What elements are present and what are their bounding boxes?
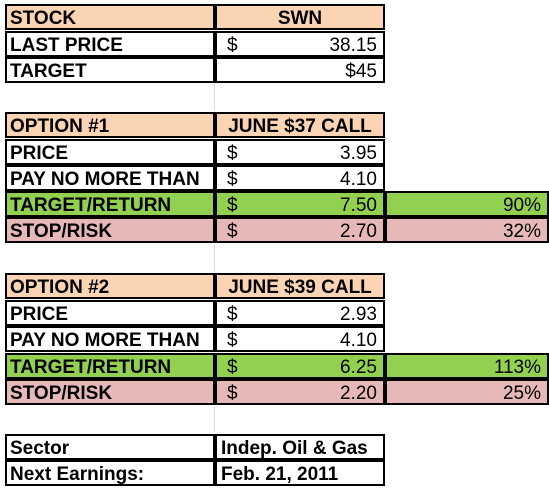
option1-stop-pct: 32%: [385, 217, 549, 243]
option2-stop-label: STOP/RISK: [5, 379, 215, 405]
option1-pay-label: PAY NO MORE THAN: [5, 165, 215, 191]
option2-price-cell: $ 2.93: [215, 300, 385, 326]
option2-target-label: TARGET/RETURN: [5, 353, 215, 379]
option2-header-value: JUNE $39 CALL: [215, 273, 385, 299]
option1-pay-cell: $ 4.10: [215, 165, 385, 191]
option1-price-cell: $ 3.95: [215, 139, 385, 165]
option2-target-pct: 113%: [385, 353, 549, 379]
option2-stop-pct: 25%: [385, 379, 549, 405]
sector-label: Sector: [5, 434, 215, 460]
option1-target-cell: $ 7.50: [215, 191, 385, 217]
option2-stop-value: 2.20: [340, 383, 377, 404]
option1-target-label: TARGET/RETURN: [5, 191, 215, 217]
target-label: TARGET: [5, 57, 215, 83]
option1-stop-value: 2.70: [340, 221, 377, 242]
target-value: $45: [215, 57, 385, 83]
option1-header-label: OPTION #1: [5, 112, 215, 138]
currency-symbol: $: [227, 169, 238, 190]
gridline: [214, 406, 215, 432]
option1-target-pct: 90%: [385, 191, 549, 217]
currency-symbol: $: [227, 195, 238, 216]
option1-stop-cell: $ 2.70: [215, 217, 385, 243]
option2-price-label: PRICE: [5, 300, 215, 326]
currency-symbol: $: [227, 221, 238, 242]
option2-pay-label: PAY NO MORE THAN: [5, 326, 215, 352]
option2-header-label: OPTION #2: [5, 273, 215, 299]
currency-symbol: $: [227, 383, 238, 404]
gridline: [214, 84, 215, 110]
option2-target-cell: $ 6.25: [215, 353, 385, 379]
currency-symbol: $: [227, 304, 238, 325]
option2-stop-cell: $ 2.20: [215, 379, 385, 405]
currency-symbol: $: [227, 35, 238, 56]
last-price-value: 38.15: [329, 35, 377, 56]
option1-pay-value: 4.10: [340, 169, 377, 190]
option1-stop-label: STOP/RISK: [5, 217, 215, 243]
earnings-label: Next Earnings:: [5, 460, 215, 486]
last-price-cell: $ 38.15: [215, 31, 385, 57]
option2-pay-cell: $ 4.10: [215, 326, 385, 352]
last-price-label: LAST PRICE: [5, 31, 215, 57]
option1-price-value: 3.95: [340, 143, 377, 164]
gridline: [214, 245, 215, 271]
option1-header-value: JUNE $37 CALL: [215, 112, 385, 138]
option2-pay-value: 4.10: [340, 330, 377, 351]
stock-header-value: SWN: [215, 4, 385, 30]
earnings-value: Feb. 21, 2011: [215, 460, 385, 486]
option1-price-label: PRICE: [5, 139, 215, 165]
currency-symbol: $: [227, 143, 238, 164]
currency-symbol: $: [227, 357, 238, 378]
option2-target-value: 6.25: [340, 357, 377, 378]
option2-price-value: 2.93: [340, 304, 377, 325]
option1-target-value: 7.50: [340, 195, 377, 216]
stock-header-label: STOCK: [5, 4, 215, 30]
currency-symbol: $: [227, 330, 238, 351]
sector-value: Indep. Oil & Gas: [215, 434, 385, 460]
